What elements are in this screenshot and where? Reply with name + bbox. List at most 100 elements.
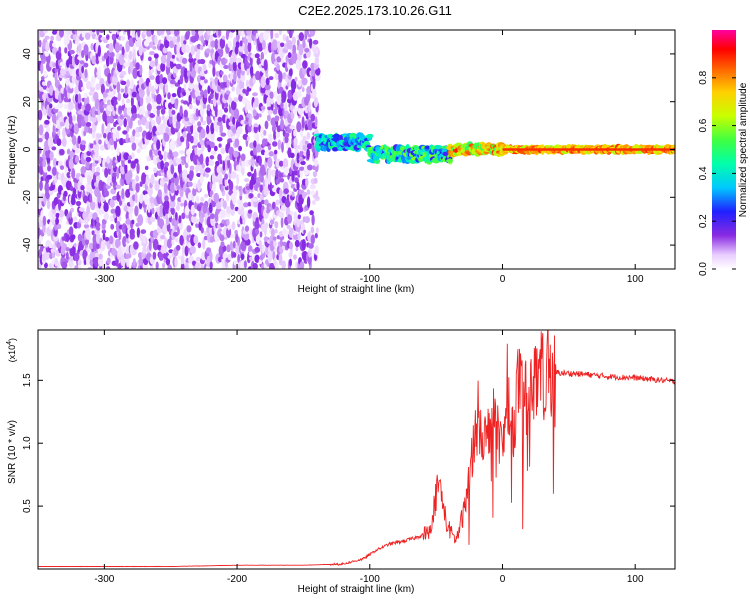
heatmap-cell: [143, 39, 150, 47]
heatmap-cell: [131, 104, 137, 116]
heatmap-cell: [136, 162, 140, 174]
heatmap-cell: [220, 209, 226, 219]
heatmap-cell: [73, 114, 76, 122]
heatmap-cell: [223, 107, 229, 113]
heatmap-cell: [216, 137, 223, 142]
heatmap-cell: [91, 164, 96, 174]
heatmap-cell: [226, 206, 232, 214]
heatmap-cell: [312, 39, 319, 45]
heatmap-cell: [266, 96, 272, 107]
heatmap-cell: [267, 106, 272, 111]
heatmap-cell: [65, 77, 70, 86]
heatmap-cell: [58, 46, 62, 54]
heatmap-cell: [190, 45, 196, 56]
heatmap-cell: [234, 138, 240, 148]
heatmap-cell: [289, 210, 294, 216]
heatmap-cell: [126, 79, 130, 88]
heatmap-cell: [249, 65, 254, 77]
heatmap-cell: [249, 193, 254, 199]
heatmap-cell: [88, 242, 94, 250]
heatmap-cell: [101, 123, 105, 135]
heatmap-cell: [270, 228, 275, 238]
heatmap-cell: [195, 262, 201, 269]
heatmap-cell: [138, 45, 143, 56]
heatmap-cell: [182, 169, 188, 180]
heatmap-cell: [195, 223, 200, 228]
heatmap-cell: [313, 96, 319, 108]
heatmap-cell: [293, 129, 297, 137]
heatmap-cell: [279, 178, 285, 183]
heatmap-cell: [44, 131, 50, 141]
heatmap-cell: [85, 103, 91, 112]
heatmap-cell: [78, 207, 85, 212]
heatmap-cell: [122, 130, 128, 135]
heatmap-cell: [217, 30, 222, 37]
heatmap-cell: [101, 218, 107, 225]
heatmap-cell: [258, 155, 262, 167]
heatmap-cell: [124, 85, 128, 95]
heatmap-cell: [175, 212, 178, 221]
heatmap-cell: [149, 216, 156, 223]
heatmap-cell: [298, 43, 304, 56]
heatmap-cell: [284, 132, 290, 138]
heatmap-cell: [236, 173, 240, 185]
heatmap-cell: [265, 89, 271, 96]
heatmap-cell: [119, 114, 125, 120]
heatmap-cell: [70, 207, 74, 213]
heatmap-cell: [153, 153, 159, 166]
heatmap-cell: [176, 184, 181, 191]
heatmap-cell: [246, 30, 252, 36]
heatmap-cell: [297, 214, 301, 220]
heatmap-cell: [130, 96, 134, 108]
heatmap-cell: [50, 35, 54, 41]
heatmap-cell: [124, 162, 128, 174]
heatmap-cell: [146, 178, 152, 183]
heatmap-cell: [205, 48, 211, 54]
heatmap-cell: [102, 110, 107, 118]
heatmap-cell: [62, 127, 66, 139]
heatmap-cell: [126, 125, 130, 133]
heatmap-cell: [42, 159, 47, 168]
heatmap-cell: [209, 213, 215, 220]
heatmap-cell: [69, 210, 72, 219]
heatmap-cell: [280, 42, 285, 48]
heatmap-cell: [117, 92, 122, 102]
heatmap-cell: [138, 107, 143, 115]
heatmap-cell: [144, 165, 149, 171]
heatmap-cell: [208, 202, 213, 214]
heatmap-cell: [40, 62, 44, 75]
colorbar: 0.0 0.2 0.4 0.6 0.8 Normalized spectral ampl…: [698, 30, 749, 276]
heatmap-cell: [304, 216, 311, 224]
heatmap-cell: [109, 235, 114, 245]
heatmap-cell: [42, 215, 47, 226]
heatmap-cell: [96, 30, 100, 36]
heatmap-cell: [152, 251, 157, 260]
heatmap-cell: [307, 119, 313, 131]
heatmap-cell: [164, 161, 170, 168]
heatmap-cell: [296, 121, 302, 133]
heatmap-cell: [75, 155, 79, 164]
heatmap-cell: [99, 144, 105, 151]
y-tick-label: 0: [22, 146, 33, 152]
heatmap-cell: [181, 57, 188, 64]
heatmap-cell: [278, 253, 283, 266]
heatmap-cell: [260, 105, 266, 111]
heatmap-cell: [120, 35, 126, 41]
heatmap-cell: [94, 252, 100, 258]
heatmap-cell: [313, 158, 319, 167]
heatmap-cell: [93, 156, 100, 161]
heatmap-cell: [95, 221, 101, 231]
heatmap-cell: [79, 60, 85, 65]
heatmap-cell: [84, 92, 88, 99]
heatmap-cell: [306, 148, 310, 160]
heatmap-cell: [304, 140, 309, 145]
colorbar-tick-label: 0.8: [698, 70, 709, 84]
heatmap-cell: [206, 113, 211, 126]
heatmap-cell: [106, 266, 111, 269]
heatmap-cell: [66, 172, 71, 179]
heatmap-cell: [179, 105, 183, 117]
heatmap-cell: [278, 30, 283, 36]
heatmap-cell: [244, 225, 250, 232]
heatmap-cell: [127, 205, 134, 214]
